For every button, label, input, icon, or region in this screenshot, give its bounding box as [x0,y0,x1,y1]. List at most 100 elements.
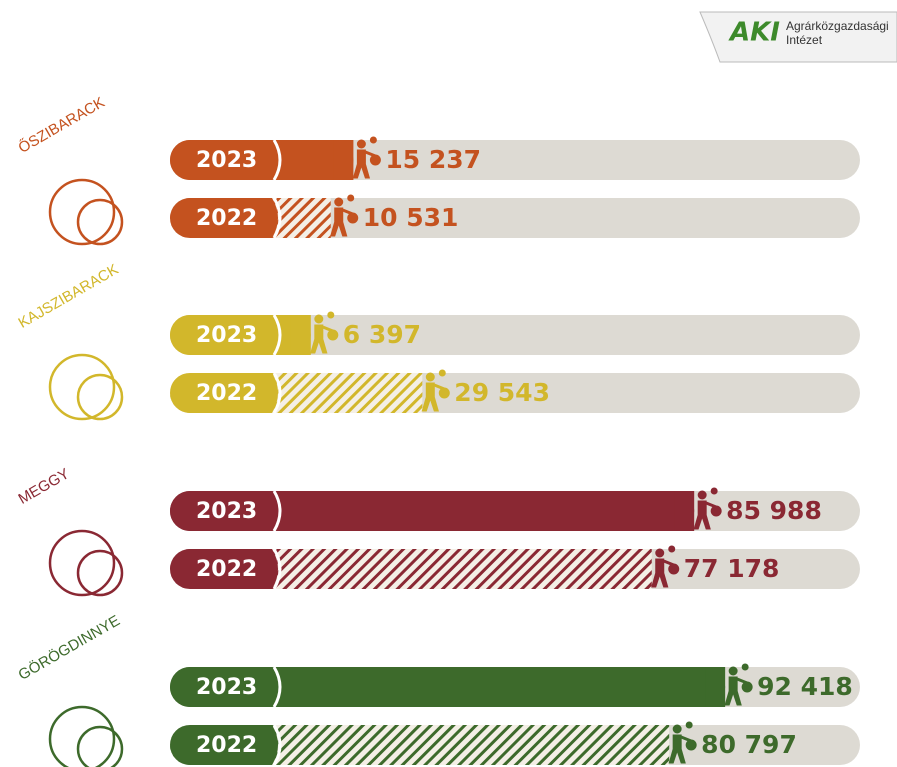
bar [170,725,670,765]
category-label: GÖRÖGDINNYE [15,611,123,684]
icon-part [672,724,682,734]
picker-icon [352,136,381,179]
value-label: 80 797 [701,730,797,759]
picker-icon [724,663,753,706]
bar [170,549,652,589]
fruit-icon [48,705,116,767]
icon-part [425,372,435,382]
icon-part [369,154,381,166]
year-label: 2022 [196,557,257,582]
icon-part [347,212,359,224]
value-label: 85 988 [726,496,822,525]
year-label: 2023 [196,675,257,700]
logo-mark: AKI [728,18,780,48]
fruit-icon [76,373,124,421]
value-label: 29 543 [454,378,550,407]
icon-part [693,500,711,530]
icon-part [741,681,753,693]
icon-part [668,734,686,764]
category-label: MEGGY [15,465,72,508]
bar [170,667,726,707]
icon-part [421,382,439,412]
bar-end [705,667,726,707]
pill-edge [272,372,282,414]
icon-part [710,487,718,495]
icon-part [668,563,680,575]
year-label: 2022 [196,381,257,406]
bar-end [631,549,652,589]
fruit-icon [76,549,124,597]
year-pill [170,198,278,238]
picker-icon [668,721,697,764]
logo: AKI Agrárközgazdasági Intézet [699,11,897,63]
bar-end [310,198,331,238]
bar-end [290,315,311,355]
category-label: ŐSZIBARACK [15,94,107,157]
pill-edge [272,197,282,239]
year-label: 2022 [196,206,257,231]
icon-part [685,721,693,729]
bar-end [649,725,670,765]
year-label: 2023 [196,499,257,524]
year-label: 2023 [196,148,257,173]
fruit-icon [76,198,124,246]
category-label: KAJSZIBARACK [15,261,121,332]
icon-part [334,197,344,207]
value-label: 6 397 [343,320,421,349]
bar [170,491,695,531]
value-label: 92 418 [757,672,853,701]
picker-icon [330,194,359,237]
picker-icon [651,545,680,588]
fruit-icon [48,529,116,597]
icon-part [741,663,749,671]
pill-edge [272,139,282,181]
year-pill [170,667,278,707]
pill-edge [272,490,282,532]
logo-line: Agrárközgazdasági [786,19,889,33]
value-label: 10 531 [363,203,459,232]
fruit-icon [48,353,116,421]
picker-icon [310,311,339,354]
icon-part [356,139,366,149]
year-pill [170,315,278,355]
icon-part [438,369,446,377]
bar-end [402,373,423,413]
year-label: 2023 [196,323,257,348]
icon-part [352,149,371,179]
value-label: 15 237 [385,145,481,174]
picker-icon [421,369,450,412]
icon-part [314,314,324,324]
icon-part [347,194,355,202]
bar-end [333,140,354,180]
year-pill [170,140,278,180]
icon-part [330,207,348,237]
icon-part [668,545,676,553]
logo-frame [699,11,897,63]
value-label: 77 178 [684,554,780,583]
pill-edge [272,548,282,590]
icon-part [310,324,328,354]
year-label: 2022 [196,733,257,758]
icon-part [438,387,450,399]
bar-end [674,491,695,531]
icon-part [655,548,665,558]
icon-part [724,676,742,706]
year-pill [170,373,278,413]
pill-edge [272,314,282,356]
icon-part [710,505,722,517]
year-pill [170,491,278,531]
pill-edge [272,724,282,766]
year-pill [170,549,278,589]
icon-part [651,558,669,588]
bar-track [170,315,860,355]
icon-part [685,739,697,751]
icon-part [327,311,335,319]
logo-line: Intézet [786,33,823,47]
icon-part [327,329,339,341]
fruit-icon [76,725,124,767]
year-pill [170,725,278,765]
picker-icon [693,487,722,530]
icon-part [728,666,738,676]
pill-edge [272,666,282,708]
